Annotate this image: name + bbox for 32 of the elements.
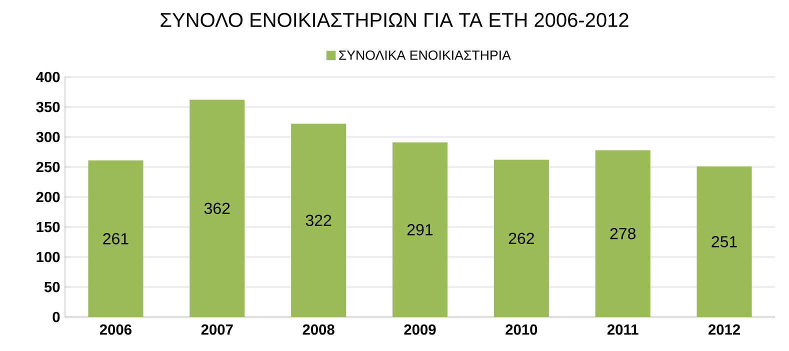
bar bbox=[494, 160, 549, 317]
x-tick-label: 2006 bbox=[100, 324, 132, 335]
bar bbox=[696, 166, 752, 317]
data-label: 362 bbox=[204, 202, 230, 214]
y-tick-label: 150 bbox=[36, 222, 60, 232]
x-tick-label: 2011 bbox=[607, 324, 638, 335]
bar bbox=[392, 142, 448, 317]
data-label: 251 bbox=[712, 236, 737, 248]
data-label: 262 bbox=[508, 232, 534, 244]
y-tick-label: 200 bbox=[36, 192, 60, 202]
x-tick-label: 2009 bbox=[404, 324, 436, 335]
y-tick-label: 0 bbox=[52, 312, 60, 322]
data-label: 322 bbox=[306, 214, 332, 226]
x-tick-label: 2010 bbox=[506, 324, 538, 335]
y-tick-label: 350 bbox=[36, 102, 60, 112]
bar bbox=[190, 100, 245, 317]
y-tick-label: 300 bbox=[36, 132, 60, 142]
x-tick-label: 2007 bbox=[201, 324, 233, 335]
y-tick-label: 250 bbox=[36, 162, 60, 172]
x-tick-label: 2012 bbox=[708, 324, 740, 335]
bar bbox=[291, 124, 346, 317]
data-label: 291 bbox=[407, 224, 433, 236]
legend-label: ΣΥΝΟΛΙΚΑ ΕΝΟΙΚΙΑΣΤΗΡΙΑ bbox=[339, 50, 511, 60]
y-tick-label: 50 bbox=[44, 282, 60, 292]
data-label: 278 bbox=[610, 228, 636, 240]
chart-title: ΣΥΝΟΛΟ ΕΝΟΙΚΙΑΣΤΗΡΙΩΝ ΓΙΑ ΤΑ ΕΤΗ 2006-2012 bbox=[160, 12, 628, 28]
x-tick-label: 2008 bbox=[302, 324, 334, 335]
bar bbox=[88, 160, 144, 317]
y-tick-label: 100 bbox=[36, 252, 60, 262]
data-label: 261 bbox=[103, 233, 128, 244]
bar bbox=[595, 150, 650, 317]
y-tick-label: 400 bbox=[36, 72, 60, 82]
